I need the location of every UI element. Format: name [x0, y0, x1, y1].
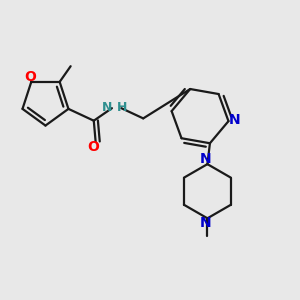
- Text: N: N: [200, 216, 212, 230]
- Text: N: N: [102, 100, 112, 113]
- Text: O: O: [24, 70, 36, 84]
- Text: N: N: [200, 152, 212, 167]
- Text: O: O: [87, 140, 99, 154]
- Text: H: H: [117, 100, 127, 113]
- Text: N: N: [229, 113, 241, 127]
